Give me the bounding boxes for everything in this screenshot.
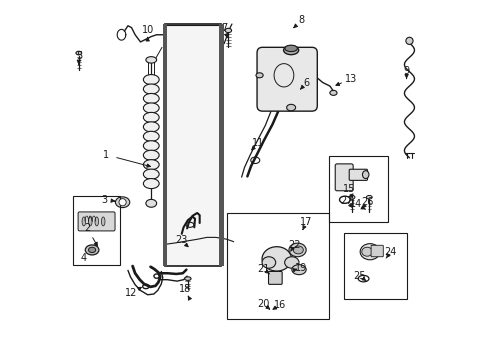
- Text: 27: 27: [340, 196, 352, 206]
- Text: 25: 25: [353, 271, 366, 281]
- Ellipse shape: [143, 103, 159, 113]
- Ellipse shape: [143, 112, 159, 122]
- Bar: [344, 233, 406, 299]
- Ellipse shape: [286, 104, 295, 111]
- Ellipse shape: [85, 245, 99, 255]
- Text: 24: 24: [384, 247, 396, 257]
- Text: 3: 3: [101, 195, 107, 205]
- Text: 20: 20: [257, 299, 269, 309]
- Ellipse shape: [143, 94, 159, 104]
- Ellipse shape: [360, 244, 379, 260]
- Text: 18: 18: [178, 284, 190, 294]
- Text: 17: 17: [299, 217, 312, 227]
- Text: 7: 7: [221, 23, 227, 33]
- Bar: [163, 24, 166, 266]
- FancyBboxPatch shape: [257, 47, 317, 111]
- Ellipse shape: [362, 171, 368, 179]
- Bar: [164, 24, 221, 266]
- FancyBboxPatch shape: [78, 212, 115, 231]
- FancyBboxPatch shape: [348, 169, 367, 180]
- FancyBboxPatch shape: [335, 164, 352, 191]
- Ellipse shape: [143, 169, 159, 179]
- Ellipse shape: [76, 51, 81, 55]
- Ellipse shape: [184, 277, 191, 280]
- Text: 14: 14: [349, 199, 361, 210]
- Ellipse shape: [88, 217, 92, 226]
- Ellipse shape: [143, 75, 159, 85]
- Ellipse shape: [262, 257, 275, 268]
- Text: 19: 19: [294, 263, 306, 273]
- Text: 13: 13: [345, 74, 357, 84]
- Bar: [226, 213, 328, 319]
- FancyBboxPatch shape: [370, 245, 383, 257]
- Ellipse shape: [262, 247, 291, 271]
- Ellipse shape: [143, 159, 159, 170]
- Ellipse shape: [145, 199, 156, 207]
- Text: 1: 1: [103, 150, 109, 160]
- Ellipse shape: [284, 257, 298, 268]
- Ellipse shape: [143, 141, 159, 151]
- Ellipse shape: [366, 195, 371, 199]
- Text: 11: 11: [251, 139, 264, 148]
- Text: 23: 23: [175, 235, 187, 245]
- Ellipse shape: [145, 57, 156, 63]
- Ellipse shape: [288, 243, 305, 257]
- Ellipse shape: [95, 217, 99, 226]
- Ellipse shape: [348, 195, 354, 199]
- Ellipse shape: [283, 46, 298, 55]
- Text: 6: 6: [303, 78, 308, 88]
- Bar: [73, 196, 120, 265]
- Ellipse shape: [115, 197, 129, 208]
- Ellipse shape: [101, 217, 105, 226]
- Text: 10: 10: [141, 25, 154, 35]
- Text: 22: 22: [288, 239, 300, 249]
- Ellipse shape: [224, 28, 231, 33]
- Text: 21: 21: [257, 264, 269, 274]
- Circle shape: [119, 199, 126, 206]
- Text: 12: 12: [124, 288, 137, 298]
- Bar: [328, 156, 387, 222]
- Ellipse shape: [143, 84, 159, 94]
- Circle shape: [405, 37, 412, 44]
- Ellipse shape: [143, 131, 159, 141]
- Ellipse shape: [291, 265, 305, 275]
- Ellipse shape: [293, 246, 303, 254]
- Text: 15: 15: [343, 184, 355, 194]
- Ellipse shape: [361, 247, 372, 256]
- Text: 9: 9: [403, 66, 409, 76]
- FancyBboxPatch shape: [268, 271, 282, 284]
- Text: 16: 16: [274, 300, 286, 310]
- Ellipse shape: [329, 90, 336, 95]
- Bar: [219, 24, 223, 266]
- Ellipse shape: [143, 122, 159, 132]
- Ellipse shape: [255, 73, 263, 78]
- Ellipse shape: [88, 247, 96, 253]
- Text: 5: 5: [76, 51, 82, 61]
- Ellipse shape: [143, 179, 159, 189]
- Ellipse shape: [143, 150, 159, 160]
- Text: 8: 8: [298, 15, 305, 26]
- Ellipse shape: [285, 45, 297, 51]
- Ellipse shape: [82, 217, 85, 226]
- Text: 4: 4: [81, 253, 87, 263]
- Text: 26: 26: [360, 197, 372, 207]
- Text: 2: 2: [84, 224, 90, 233]
